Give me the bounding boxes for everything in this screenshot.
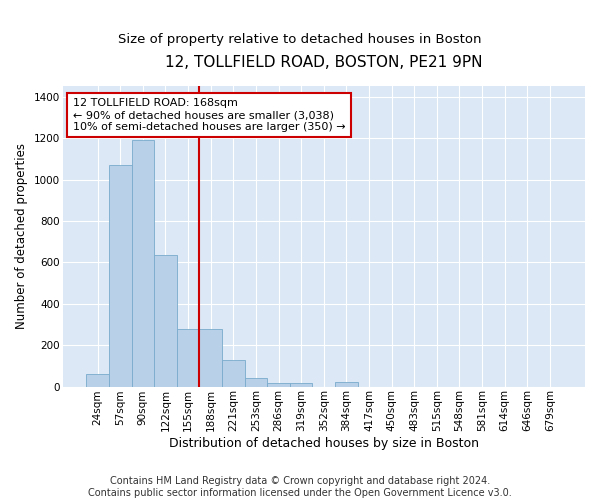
Bar	[199, 328, 222, 386]
X-axis label: Distribution of detached houses by size in Boston: Distribution of detached houses by size …	[169, 437, 479, 450]
Bar	[335, 382, 358, 386]
Text: Size of property relative to detached houses in Boston: Size of property relative to detached ho…	[118, 32, 482, 46]
Bar	[290, 383, 313, 386]
Y-axis label: Number of detached properties: Number of detached properties	[15, 144, 28, 330]
Bar	[177, 328, 199, 386]
Bar	[222, 360, 245, 386]
Bar	[109, 165, 131, 386]
Bar	[154, 255, 177, 386]
Bar	[267, 383, 290, 386]
Text: 12 TOLLFIELD ROAD: 168sqm
← 90% of detached houses are smaller (3,038)
10% of se: 12 TOLLFIELD ROAD: 168sqm ← 90% of detac…	[73, 98, 346, 132]
Bar	[245, 378, 267, 386]
Bar	[86, 374, 109, 386]
Title: 12, TOLLFIELD ROAD, BOSTON, PE21 9PN: 12, TOLLFIELD ROAD, BOSTON, PE21 9PN	[165, 55, 482, 70]
Text: Contains HM Land Registry data © Crown copyright and database right 2024.
Contai: Contains HM Land Registry data © Crown c…	[88, 476, 512, 498]
Bar	[131, 140, 154, 386]
